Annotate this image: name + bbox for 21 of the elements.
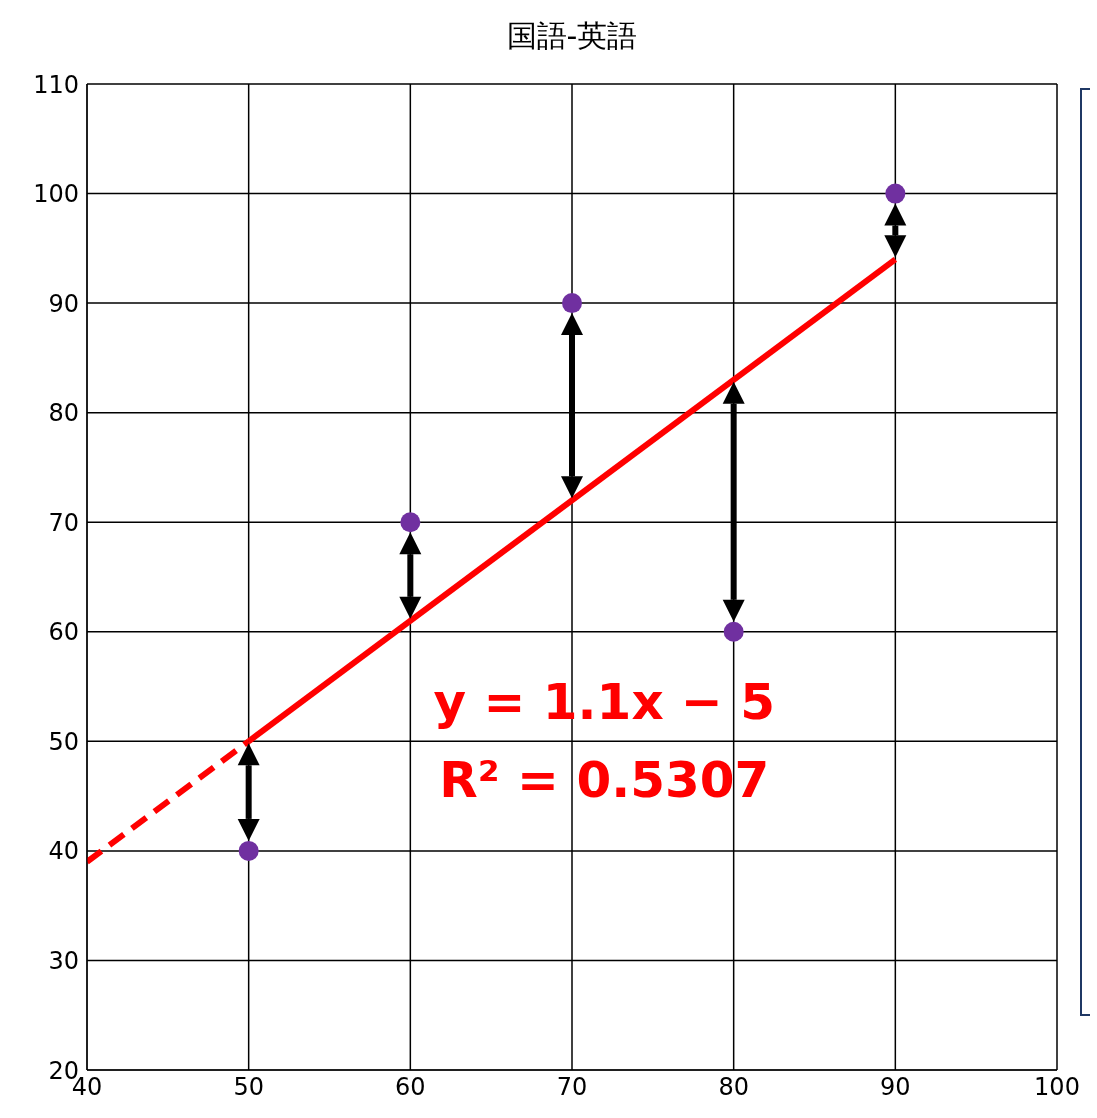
x-tick-label: 60 [395, 1073, 426, 1102]
y-tick-label: 70 [48, 508, 79, 537]
y-tick-label: 30 [48, 946, 79, 975]
y-tick-label: 40 [48, 837, 79, 866]
y-tick-label: 80 [48, 399, 79, 428]
point [238, 840, 259, 861]
x-tick-label: 50 [233, 1073, 264, 1102]
x-tick-label: 100 [1034, 1073, 1080, 1102]
point [400, 512, 421, 533]
y-tick-label: 90 [48, 289, 79, 318]
y-tick-label: 100 [33, 180, 79, 209]
y-tick-label: 60 [48, 618, 79, 647]
point [562, 293, 582, 314]
x-tick-label: 70 [556, 1073, 588, 1102]
point [723, 621, 744, 642]
point [885, 183, 906, 204]
x-tick-label: 90 [880, 1073, 911, 1102]
x-tick-label: 80 [718, 1073, 749, 1102]
chart-title: 国語-英語 [505, 17, 639, 55]
y-tick-label: 50 [48, 727, 79, 756]
y-tick-label: 110 [33, 70, 79, 99]
